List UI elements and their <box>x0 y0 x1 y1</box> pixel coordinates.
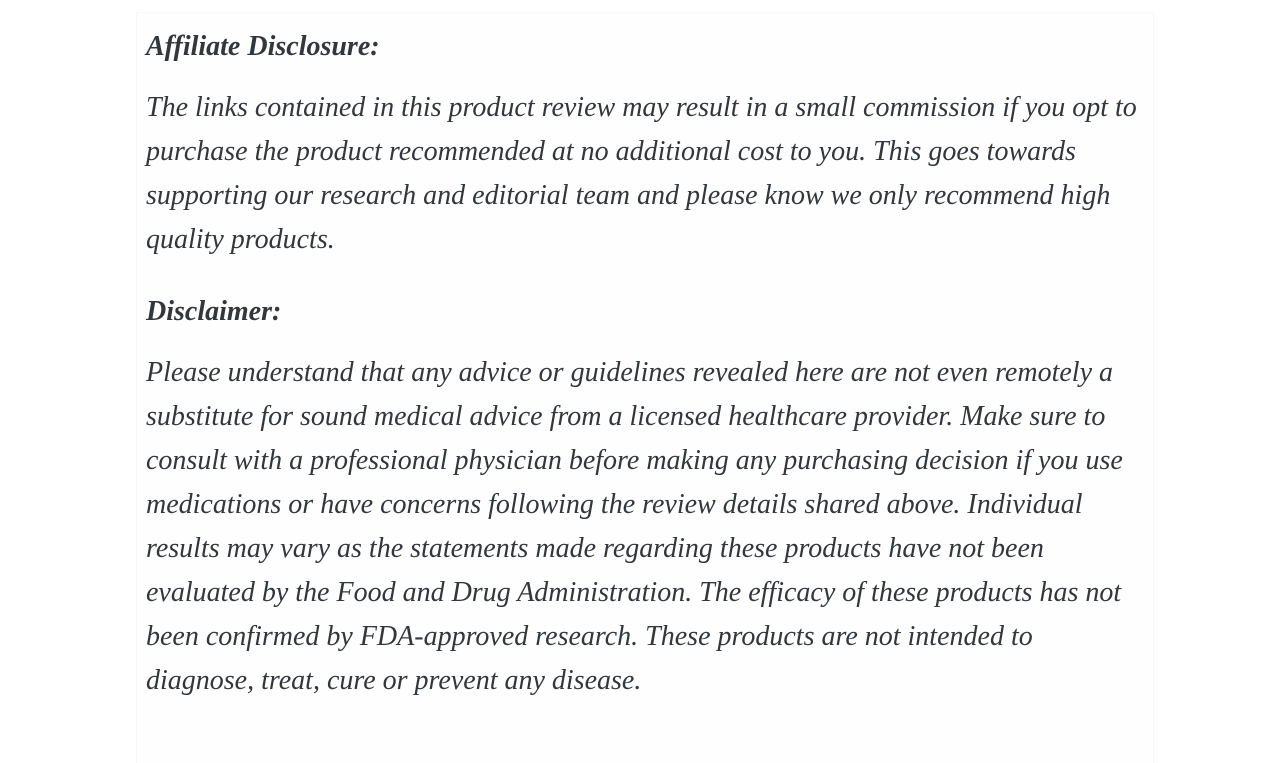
affiliate-disclosure-heading: Affiliate Disclosure: <box>146 31 380 62</box>
disclaimer-heading: Disclaimer: <box>146 296 282 327</box>
disclaimer-text: Please understand that any advice or gui… <box>146 357 1123 696</box>
disclaimer-section: Disclaimer: Please understand that any a… <box>146 290 1141 703</box>
affiliate-disclosure-text: The links contained in this product revi… <box>146 92 1137 255</box>
affiliate-disclosure-section: Affiliate Disclosure: The links containe… <box>146 25 1141 262</box>
article-content-card: Affiliate Disclosure: The links containe… <box>137 13 1153 763</box>
